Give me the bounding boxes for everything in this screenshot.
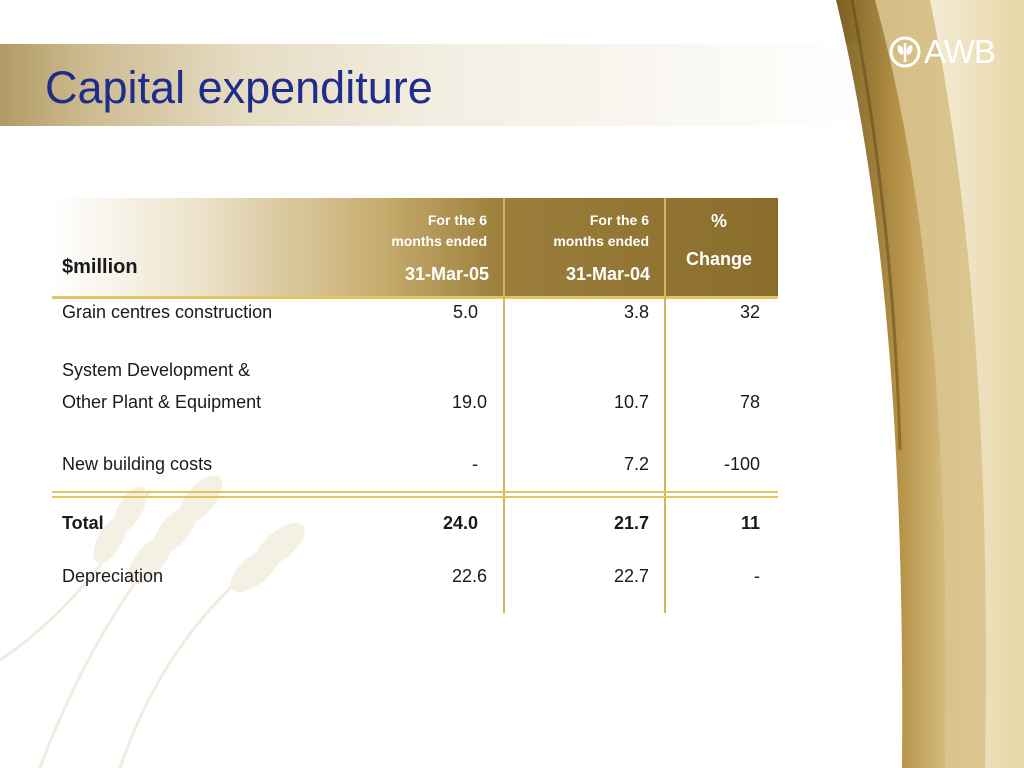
page-title: Capital expenditure [45,62,433,113]
wheat-watermark [0,475,305,768]
logo-text: AWB [924,33,996,70]
row-label-total: Total [62,513,104,533]
row-system-c1: 19.0 [451,392,487,412]
row-building-c2: 7.2 [623,454,649,474]
row-system-c2: 10.7 [613,392,649,412]
row-grain-c1: 5.0 [452,302,478,322]
row-label-system-line1: System Development & [62,360,251,380]
title-band [0,44,870,126]
col1-header-date: 31-Mar-05 [404,264,489,284]
col1-header-line1: For the 6 [427,212,487,228]
col2-header-date: 31-Mar-04 [565,264,650,284]
total-rule-bottom [52,496,778,498]
awb-logo: AWB [888,32,996,72]
col3-header-line1: % [710,211,727,231]
row-building-c3: -100 [723,454,760,474]
row-total-c3: 11 [740,513,760,533]
col2-header-line2: months ended [553,233,649,249]
row-label-depreciation: Depreciation [62,566,164,586]
row-total-c1: 24.0 [442,513,478,533]
row-depreciation-c1: 22.6 [451,566,487,586]
row-label-grain: Grain centres construction [62,302,273,322]
col1-header-line2: months ended [391,233,487,249]
table-header [52,198,778,296]
row-grain-c2: 3.8 [623,302,649,322]
row-label-building: New building costs [62,454,213,474]
wheat-emblem-icon [889,36,921,68]
column-divider [503,198,505,613]
row-total-c2: 21.7 [613,513,649,533]
header-rule [52,296,778,299]
row-depreciation-c3: - [754,566,760,586]
row-depreciation-c2: 22.7 [613,566,649,586]
unit-label: $million [62,256,138,278]
col2-header-line1: For the 6 [589,212,649,228]
row-grain-c3: 32 [739,302,760,322]
col3-header-line2: Change [685,249,752,269]
row-system-c3: 78 [739,392,760,412]
total-rule-top [52,491,778,493]
column-divider [664,198,666,613]
row-label-system: Other Plant & Equipment [62,392,262,412]
row-building-c1: - [472,454,478,474]
